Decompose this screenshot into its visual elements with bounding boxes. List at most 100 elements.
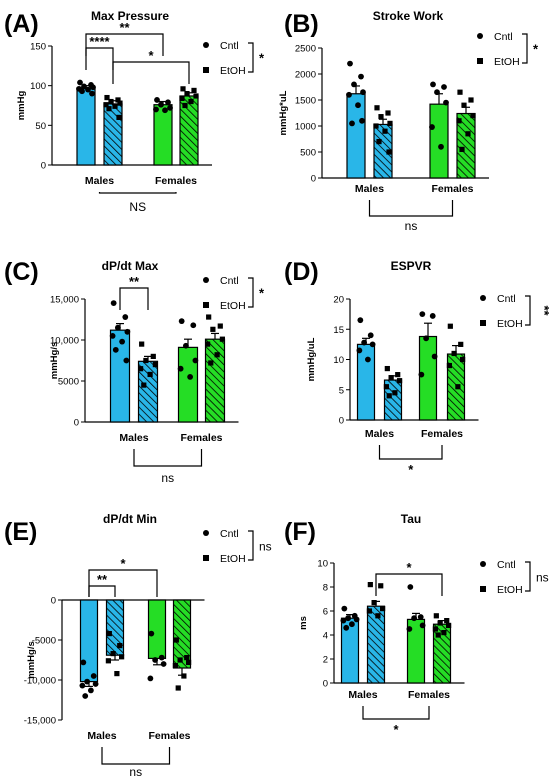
legend-label-cntl: Cntl xyxy=(220,528,239,540)
data-point xyxy=(80,659,87,666)
data-point xyxy=(431,353,438,360)
legend-marker-cntl xyxy=(477,33,483,39)
panel-label: (B) xyxy=(284,10,319,38)
data-point xyxy=(115,97,121,103)
y-tick-label: 20 xyxy=(333,295,344,306)
legend-bracket xyxy=(248,530,254,561)
comparison-bracket xyxy=(88,585,116,597)
data-point xyxy=(92,681,99,687)
data-point xyxy=(106,106,112,112)
panel-title: ESPVR xyxy=(391,259,432,273)
data-point xyxy=(167,104,173,111)
data-point xyxy=(457,89,463,95)
data-point xyxy=(378,114,384,120)
data-point xyxy=(345,615,352,622)
data-point xyxy=(116,114,122,120)
data-point xyxy=(429,313,436,319)
data-point xyxy=(429,124,435,130)
bar-females-cntl xyxy=(147,599,167,660)
panel-0: (A) Max Pressure 0 50 100 150 mmHg Males Females… xyxy=(4,9,265,214)
bar-males-cntl xyxy=(109,329,131,423)
data-point xyxy=(458,341,464,347)
data-point xyxy=(407,584,414,590)
data-point xyxy=(433,613,439,619)
data-point xyxy=(418,371,425,378)
legend-marker-etoh xyxy=(203,302,209,308)
sex-comparison-bracket xyxy=(362,706,430,720)
data-point xyxy=(367,582,373,588)
y-tick-label: 8 xyxy=(323,583,328,594)
data-point xyxy=(358,73,364,80)
data-point xyxy=(395,372,401,378)
legend-label-cntl: Cntl xyxy=(494,31,513,43)
data-point xyxy=(460,356,466,363)
data-point xyxy=(184,91,190,97)
y-tick-label: -10,000 xyxy=(24,676,56,687)
data-point xyxy=(187,374,194,380)
bar-males-cntl xyxy=(356,343,376,421)
data-point xyxy=(347,60,353,67)
data-point xyxy=(364,356,371,363)
legend-significance: * xyxy=(259,286,265,301)
panel-label: (C) xyxy=(4,258,39,286)
data-point xyxy=(153,106,159,113)
data-point xyxy=(446,622,452,628)
sex-comparison-bracket xyxy=(133,449,203,467)
legend-marker-cntl xyxy=(203,277,209,283)
data-point xyxy=(106,631,112,637)
legend-label-etoh: EtOH xyxy=(497,318,523,330)
comparison-label: ** xyxy=(129,274,140,289)
y-tick-label: 5000 xyxy=(58,377,79,388)
data-point xyxy=(172,663,178,669)
y-tick-label: 0 xyxy=(339,416,344,427)
legend-label-cntl: Cntl xyxy=(220,275,239,287)
data-point xyxy=(158,654,165,661)
x-category-label: Females xyxy=(155,175,197,187)
y-tick-label: 5 xyxy=(339,385,344,396)
data-point xyxy=(182,342,189,349)
data-point xyxy=(119,654,125,660)
panel-5: (F) Tau 0 2 4 6 8 10 ms Males Females * Cntl EtOH ns * xyxy=(284,512,549,737)
data-point xyxy=(351,81,357,88)
data-point xyxy=(360,89,366,96)
panel-title: dP/dt Min xyxy=(103,512,157,526)
panel-2: (C) dP/dt Max 0 5000 10,000 15,000 mmHg/s Males… xyxy=(4,258,265,485)
data-point xyxy=(374,105,380,111)
x-category-label: Females xyxy=(421,428,463,440)
data-point xyxy=(186,659,192,665)
y-axis-label: mmHg/s xyxy=(49,342,60,379)
data-point xyxy=(357,317,364,324)
data-point xyxy=(447,323,453,329)
data-point xyxy=(188,98,194,105)
y-tick-label: 2 xyxy=(323,655,328,666)
data-point xyxy=(81,83,87,90)
data-point xyxy=(361,339,368,346)
legend-bracket xyxy=(248,42,254,73)
comparison-bracket xyxy=(85,47,114,70)
data-point xyxy=(114,671,120,677)
data-point xyxy=(79,88,85,95)
data-point xyxy=(419,622,426,629)
data-point xyxy=(430,81,436,88)
data-point xyxy=(150,353,156,359)
bar-females-etoh xyxy=(204,338,226,423)
legend-significance: ** xyxy=(537,305,550,316)
y-tick-label: 50 xyxy=(35,121,46,132)
data-point xyxy=(77,79,83,86)
data-point xyxy=(105,658,111,664)
data-point xyxy=(192,357,199,364)
data-point xyxy=(441,630,447,636)
data-point xyxy=(367,332,374,339)
data-point xyxy=(380,606,386,612)
data-point xyxy=(109,333,116,339)
data-point xyxy=(388,375,394,381)
data-point xyxy=(451,350,457,357)
panel-label: (F) xyxy=(284,518,316,546)
data-point xyxy=(177,657,183,663)
panel-title: dP/dt Max xyxy=(102,259,159,273)
x-category-label: Females xyxy=(408,689,450,701)
y-tick-label: 0 xyxy=(323,679,328,690)
data-point xyxy=(373,123,379,129)
data-point xyxy=(468,97,474,103)
x-category-label: Females xyxy=(148,730,190,742)
